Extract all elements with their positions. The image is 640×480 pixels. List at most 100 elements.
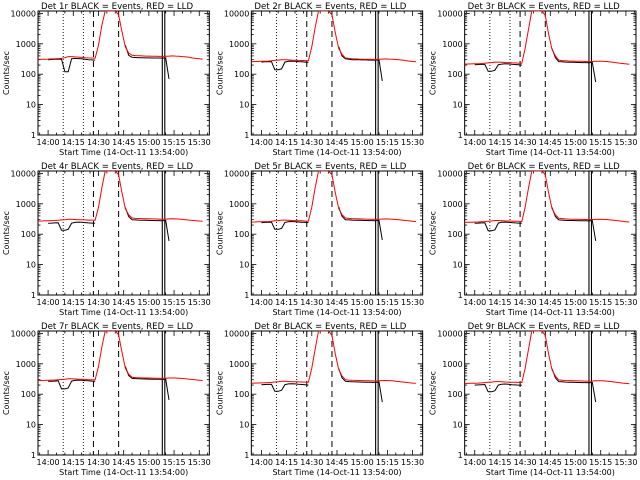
x-tick-label: 15:00	[564, 298, 587, 307]
x-tick-label: 14:30	[514, 138, 537, 147]
chart-panel: Det 3r BLACK = Events, RED = LLD 1 10 100 10…	[429, 2, 638, 157]
y-tick-label: 10	[452, 101, 462, 110]
x-tick-label: 14:30	[514, 458, 537, 467]
y-tick-label: 10	[26, 421, 36, 430]
x-tick-label: 14:15	[275, 138, 298, 147]
y-tick-label: 100	[234, 390, 249, 399]
plot-frame	[464, 10, 637, 136]
y-tick-label: 1	[458, 291, 463, 300]
chart-panel: Det 5r BLACK = Events, RED = LLD 1 10 100 10…	[215, 162, 424, 317]
x-tick-label: 15:30	[188, 458, 211, 467]
x-tick-label: 14:15	[62, 298, 85, 307]
x-tick-label: 15:30	[614, 298, 637, 307]
x-tick-label: 14:15	[488, 458, 511, 467]
y-tick-label: 10	[239, 101, 249, 110]
x-tick-label: 14:00	[463, 138, 486, 147]
y-tick-label: 10000	[11, 329, 36, 338]
y-axis-label: Counts/sec	[429, 211, 438, 255]
x-tick-label: 15:00	[564, 138, 587, 147]
y-tick-label: 1000	[16, 200, 36, 209]
y-tick-label: 100	[21, 70, 36, 79]
plot-frame	[250, 10, 424, 136]
x-tick-label: 15:30	[614, 458, 637, 467]
y-axis-label: Counts/sec	[2, 371, 11, 415]
x-axis-label: Start Time (14-Oct-11 13:54:00)	[272, 468, 401, 477]
x-tick-label: 14:15	[275, 458, 298, 467]
x-tick-label: 14:45	[112, 298, 135, 307]
y-axis-label: Counts/sec	[429, 371, 438, 415]
y-tick-label: 1000	[229, 200, 249, 209]
x-tick-label: 15:00	[351, 138, 374, 147]
y-axis-label: Counts/sec	[215, 211, 224, 255]
lld-series-line	[251, 331, 416, 384]
chart-panel: Det 8r BLACK = Events, RED = LLD 1 10 100 10…	[215, 322, 424, 477]
x-axis-label: Start Time (14-Oct-11 13:54:00)	[59, 148, 188, 157]
x-tick-label: 14:45	[325, 138, 348, 147]
x-tick-label: 15:15	[376, 458, 399, 467]
x-tick-label: 15:00	[351, 458, 374, 467]
lld-series-line	[251, 171, 416, 223]
x-axis-label: Start Time (14-Oct-11 13:54:00)	[486, 148, 615, 157]
events-series-line	[261, 46, 383, 81]
y-tick-label: 10000	[437, 9, 462, 18]
y-tick-label: 1000	[442, 360, 462, 369]
events-series-line	[474, 368, 597, 403]
x-axis-label: Start Time (14-Oct-11 13:54:00)	[59, 308, 188, 317]
x-tick-label: 15:15	[163, 298, 186, 307]
x-tick-label: 15:15	[376, 298, 399, 307]
y-tick-label: 10000	[224, 169, 249, 178]
y-tick-label: 10	[239, 261, 249, 270]
x-axis-label: Start Time (14-Oct-11 13:54:00)	[486, 308, 615, 317]
y-tick-label: 1	[244, 131, 249, 140]
chart-panel: Det 1r BLACK = Events, RED = LLD 1 10 100 10…	[2, 2, 211, 157]
chart-panel: Det 4r BLACK = Events, RED = LLD 1 10 100 10…	[2, 162, 211, 317]
y-tick-label: 1000	[16, 360, 36, 369]
x-tick-label: 14:15	[275, 298, 298, 307]
events-series-line	[261, 368, 383, 403]
x-tick-label: 14:30	[87, 458, 110, 467]
x-tick-label: 15:00	[137, 458, 160, 467]
chart-title: Det 5r BLACK = Events, RED = LLD	[254, 162, 406, 172]
x-axis-label: Start Time (14-Oct-11 13:54:00)	[272, 308, 401, 317]
y-tick-label: 10	[26, 101, 36, 110]
chart-title: Det 8r BLACK = Events, RED = LLD	[254, 322, 406, 332]
plot-frame	[250, 170, 424, 296]
y-axis-label: Counts/sec	[215, 51, 224, 95]
x-tick-label: 14:45	[325, 298, 348, 307]
x-tick-label: 14:00	[463, 458, 486, 467]
lld-series-line	[38, 11, 203, 60]
x-tick-label: 14:15	[488, 298, 511, 307]
plot-frame	[464, 170, 637, 296]
y-tick-label: 10	[452, 261, 462, 270]
chart-title: Det 1r BLACK = Events, RED = LLD	[41, 2, 193, 12]
y-tick-label: 100	[234, 70, 249, 79]
x-tick-label: 15:30	[188, 138, 211, 147]
x-tick-label: 14:00	[250, 458, 273, 467]
y-tick-label: 10	[26, 261, 36, 270]
chart-title: Det 9r BLACK = Events, RED = LLD	[468, 322, 620, 332]
events-series-line	[474, 207, 597, 241]
y-tick-label: 1	[458, 131, 463, 140]
y-tick-label: 1	[31, 451, 36, 460]
x-tick-label: 15:30	[401, 298, 424, 307]
y-tick-label: 1000	[16, 40, 36, 49]
y-tick-label: 10000	[437, 329, 462, 338]
lld-series-line	[38, 171, 203, 222]
lld-series-line	[464, 11, 630, 65]
y-tick-label: 10000	[224, 9, 249, 18]
x-tick-label: 14:45	[539, 458, 562, 467]
events-series-line	[261, 206, 383, 240]
chart-title: Det 7r BLACK = Events, RED = LLD	[41, 322, 193, 332]
y-tick-label: 10000	[437, 169, 462, 178]
x-tick-label: 14:00	[37, 298, 60, 307]
y-axis-label: Counts/sec	[2, 51, 11, 95]
x-tick-label: 15:30	[401, 458, 424, 467]
y-tick-label: 1	[458, 451, 463, 460]
x-tick-label: 14:30	[300, 138, 323, 147]
events-series-line	[48, 207, 170, 241]
y-tick-label: 100	[21, 230, 36, 239]
y-tick-label: 10	[452, 421, 462, 430]
x-tick-label: 14:30	[87, 298, 110, 307]
plot-frame	[37, 170, 210, 296]
chart-title: Det 4r BLACK = Events, RED = LLD	[41, 162, 193, 172]
